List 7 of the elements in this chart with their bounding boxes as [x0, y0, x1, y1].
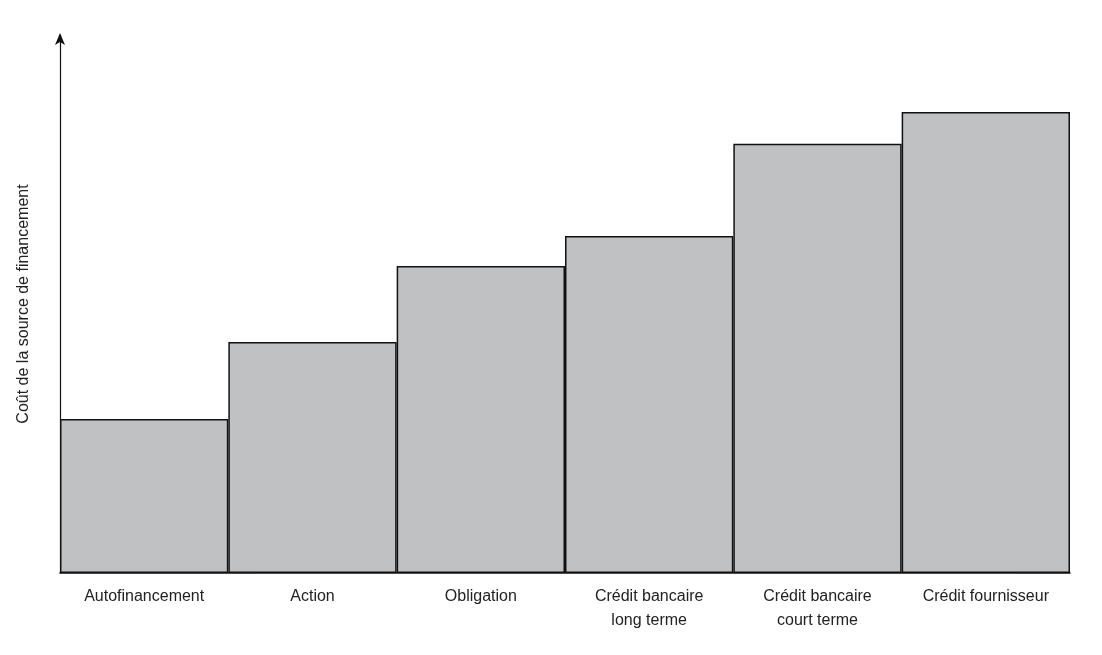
x-tick-label: Crédit bancaire court terme: [763, 586, 872, 628]
x-tick-label: Crédit fournisseur: [922, 586, 1050, 604]
x-tick-label: Autofinancement: [84, 586, 205, 604]
x-tick-label: Action: [290, 586, 335, 604]
x-tick-label: Obligation: [444, 586, 517, 604]
y-axis-title: Coût de la source de financement: [13, 183, 31, 424]
x-tick-label: Crédit bancaire long terme: [594, 586, 704, 628]
